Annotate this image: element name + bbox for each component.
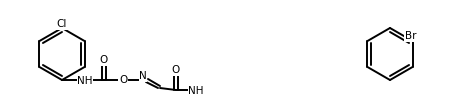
- Text: N: N: [139, 71, 147, 81]
- Text: O: O: [172, 65, 180, 75]
- Text: Br: Br: [405, 31, 416, 41]
- Text: Cl: Cl: [57, 19, 67, 29]
- Text: NH: NH: [77, 76, 93, 86]
- Text: O: O: [119, 75, 127, 85]
- Text: NH: NH: [188, 86, 204, 96]
- Text: O: O: [100, 55, 108, 65]
